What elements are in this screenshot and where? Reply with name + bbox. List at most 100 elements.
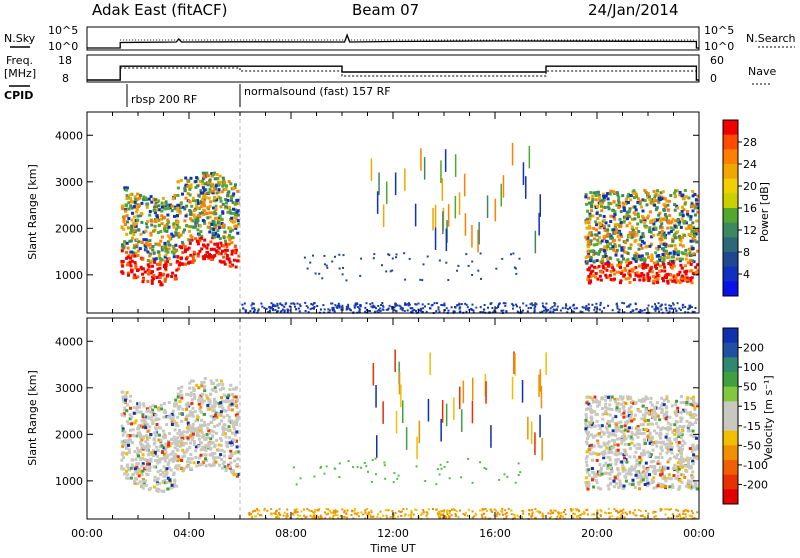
data-cell xyxy=(633,196,636,199)
data-cell xyxy=(671,267,674,270)
data-cell xyxy=(173,420,176,423)
data-cell xyxy=(495,217,497,221)
data-cell xyxy=(121,414,124,417)
data-cell xyxy=(166,219,169,222)
data-cell xyxy=(395,310,397,312)
data-cell xyxy=(172,473,175,476)
data-cell xyxy=(249,310,251,312)
data-cell xyxy=(528,307,530,309)
data-cell xyxy=(597,191,600,194)
data-cell xyxy=(663,243,666,246)
data-cell xyxy=(643,432,646,435)
data-cell xyxy=(354,512,356,514)
data-cell xyxy=(125,447,128,450)
data-cell xyxy=(668,485,671,488)
data-cell xyxy=(169,414,172,417)
data-cell xyxy=(320,309,322,311)
data-cell xyxy=(301,511,303,513)
data-cell xyxy=(235,386,238,389)
data-cell xyxy=(596,217,599,220)
data-cell xyxy=(133,406,136,409)
data-cell xyxy=(681,429,684,432)
data-cell xyxy=(603,472,606,475)
data-cell xyxy=(689,270,692,273)
data-cell xyxy=(607,265,610,268)
data-cell xyxy=(621,302,623,304)
data-cell xyxy=(390,270,392,272)
data-cell xyxy=(671,218,674,221)
data-cell xyxy=(453,508,455,510)
data-cell xyxy=(378,176,380,180)
data-cell xyxy=(235,199,238,202)
data-cell xyxy=(404,515,406,517)
data-cell xyxy=(200,400,203,403)
data-cell xyxy=(435,246,437,250)
data-cell xyxy=(675,420,678,423)
data-cell xyxy=(535,249,537,253)
data-cell xyxy=(316,305,318,307)
data-cell xyxy=(133,274,136,277)
data-cell xyxy=(157,409,160,412)
data-cell xyxy=(129,439,132,442)
data-cell xyxy=(174,399,177,402)
data-cell xyxy=(147,416,150,419)
data-cell xyxy=(575,508,577,510)
data-cell xyxy=(228,425,231,428)
beam-title: Beam 07 xyxy=(352,1,419,19)
data-cell xyxy=(686,396,689,399)
data-cell xyxy=(141,464,144,467)
data-cell xyxy=(455,200,457,204)
data-cell xyxy=(189,239,192,242)
data-cell xyxy=(682,252,685,255)
data-cell xyxy=(271,514,273,516)
data-cell xyxy=(617,231,620,234)
data-cell xyxy=(309,262,311,264)
data-cell xyxy=(688,252,691,255)
data-cell xyxy=(443,509,445,511)
data-cell xyxy=(188,261,191,264)
data-cell xyxy=(404,168,406,172)
data-cell xyxy=(173,226,176,229)
data-cell xyxy=(227,406,230,409)
data-cell xyxy=(153,479,156,482)
data-cell xyxy=(638,248,641,251)
data-cell xyxy=(496,513,498,515)
data-cell xyxy=(196,185,199,188)
data-cell xyxy=(197,255,200,258)
data-cell xyxy=(129,193,132,196)
data-cell xyxy=(676,258,679,261)
data-cell xyxy=(125,470,128,473)
data-cell xyxy=(157,470,160,473)
data-cell xyxy=(627,411,630,414)
data-cell xyxy=(658,302,660,304)
data-cell xyxy=(147,273,150,276)
data-cell xyxy=(395,256,397,258)
data-cell xyxy=(517,311,519,313)
data-cell xyxy=(665,276,668,279)
data-cell xyxy=(472,510,474,512)
data-cell xyxy=(211,406,214,409)
data-cell xyxy=(228,243,231,246)
data-cell xyxy=(342,267,344,269)
data-cell xyxy=(595,228,598,231)
data-cell xyxy=(531,513,533,515)
data-cell xyxy=(377,210,379,214)
data-cell xyxy=(130,264,133,267)
data-cell xyxy=(457,304,459,306)
data-cell xyxy=(164,409,167,412)
data-cell xyxy=(383,219,385,223)
data-cell xyxy=(600,271,603,274)
data-cell xyxy=(373,306,375,308)
data-cell xyxy=(596,205,599,208)
data-cell xyxy=(594,306,596,308)
data-cell xyxy=(215,217,218,220)
data-cell xyxy=(221,467,224,470)
data-cell xyxy=(455,307,457,309)
data-cell xyxy=(161,206,164,209)
data-cell xyxy=(408,515,410,517)
data-cell xyxy=(491,307,493,309)
data-cell xyxy=(142,402,145,405)
data-cell xyxy=(163,242,166,245)
data-cell xyxy=(604,452,607,455)
data-cell xyxy=(480,278,482,280)
